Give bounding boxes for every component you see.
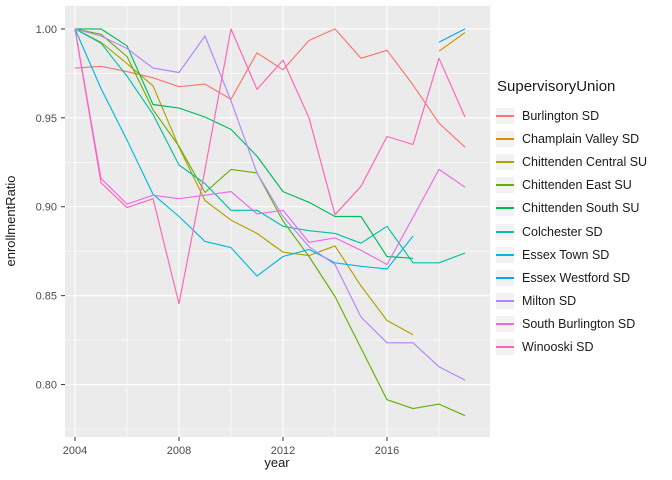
legend-key [496,316,514,333]
legend-item-label: Champlain Valley SD [522,131,640,146]
legend-item-label: Essex Westford SD [522,270,631,285]
legend-key-line [496,137,514,140]
legend-key [496,223,514,240]
legend-item-winooski-sd: Winooski SD [496,336,668,359]
legend-key [496,130,514,147]
legend-item-label: Essex Town SD [522,247,610,262]
legend-item-label: Chittenden East SU [522,178,632,193]
x-tick-label: 2012 [271,445,295,457]
gridlines [65,6,490,437]
legend-key [496,246,514,263]
legend-key-line [496,230,514,233]
series-line-champlain-valley-sd [438,32,466,52]
legend-item-essex-town-sd: Essex Town SD [496,243,668,266]
legend-item-chittenden-east-su: Chittenden East SU [496,174,668,197]
legend-key-line [496,207,514,210]
legend-item-label: Chittenden Central SU [522,154,648,169]
y-tick-label: 0.90 [36,202,57,214]
legend-key [496,269,514,286]
y-tick-label: 0.85 [36,291,57,303]
x-tick-label: 2004 [63,445,87,457]
legend-item-chittenden-south-su: Chittenden South SU [496,197,668,220]
legend-key-line [496,184,514,187]
legend-item-label: Burlington SD [522,108,600,123]
legend-items: Burlington SD Champlain Valley SD Chittend… [496,104,668,359]
series-line-essex-westford-sd [438,28,466,43]
legend-item-burlington-sd: Burlington SD [496,104,668,127]
y-tick-label: 0.95 [36,113,57,125]
legend-key [496,177,514,194]
y-tick-label: 0.80 [36,380,57,392]
x-tick-label: 2008 [167,445,191,457]
legend: SupervisoryUnion Burlington SD Champlain … [496,78,668,359]
series-line-winooski-sd [74,28,466,305]
legend-item-label: Colchester SD [522,224,603,239]
legend-item-south-burlington-sd: South Burlington SD [496,313,668,336]
axis-ticks: 2004 2008 2012 2016 1.00 0.95 0.90 0.85 0.80 [36,24,400,457]
legend-key [496,339,514,356]
series-line-chittenden-south-su [75,28,414,259]
legend-item-label: Chittenden South SU [522,201,640,216]
legend-title: SupervisoryUnion [497,78,616,95]
panel-background [65,6,490,437]
legend-item-label: Milton SD [522,294,577,309]
series-line-chittenden-central-su [74,28,414,336]
legend-key [496,293,514,310]
legend-key-line [496,276,514,279]
legend-key [496,107,514,124]
legend-item-label: South Burlington SD [522,317,636,332]
legend-key-line [496,160,514,163]
legend-key-line [496,346,514,349]
legend-key-line [496,300,514,303]
legend-item-milton-sd: Milton SD [496,290,668,313]
legend-item-essex-westford-sd: Essex Westford SD [496,266,668,289]
series-lines [74,28,466,417]
series-line-south-burlington-sd [74,28,466,266]
y-tick-label: 1.00 [36,24,57,36]
y-axis-title: enrollmentRatio [3,175,18,266]
legend-item-label: Winooski SD [522,340,594,355]
plot-panel [65,6,490,437]
legend-item-colchester-sd: Colchester SD [496,220,668,243]
series-line-colchester-sd [74,28,466,264]
legend-key-line [496,323,514,326]
series-line-essex-town-sd [74,28,414,277]
series-line-milton-sd [74,28,466,381]
legend-key [496,153,514,170]
x-tick-label: 2016 [375,445,399,457]
legend-key-line [496,253,514,256]
legend-item-champlain-valley-sd: Champlain Valley SD [496,127,668,150]
x-axis-title: year [264,455,290,470]
legend-key [496,200,514,217]
legend-key-line [496,114,514,117]
series-line-chittenden-east-su [74,28,466,417]
legend-item-chittenden-central-su: Chittenden Central SU [496,150,668,173]
